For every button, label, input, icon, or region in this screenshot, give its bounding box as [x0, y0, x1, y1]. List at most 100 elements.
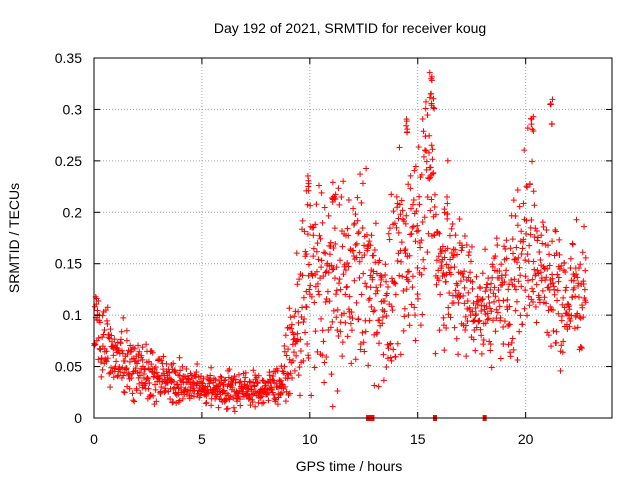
data-point: [462, 313, 469, 320]
data-point: [331, 225, 338, 232]
data-point: [419, 218, 426, 225]
data-point: [530, 127, 537, 134]
data-point: [501, 278, 508, 285]
data-point: [291, 313, 298, 320]
data-point: [555, 274, 562, 281]
data-point: [407, 172, 414, 179]
data-point: [254, 380, 261, 387]
data-point: [283, 352, 290, 359]
data-point: [297, 348, 304, 355]
data-point: [388, 191, 395, 198]
data-point: [231, 408, 238, 415]
data-point: [476, 317, 483, 324]
data-point: [530, 298, 537, 305]
data-point: [511, 276, 518, 283]
data-point: [212, 376, 219, 383]
data-point: [453, 335, 460, 342]
data-point: [387, 354, 394, 361]
data-point: [101, 327, 108, 334]
data-point: [442, 278, 449, 285]
data-point: [418, 237, 425, 244]
data-point: [387, 340, 394, 347]
data-point: [202, 400, 209, 407]
data-point: [293, 352, 300, 359]
data-point: [558, 317, 565, 324]
data-point: [374, 329, 381, 336]
data-point: [420, 256, 427, 263]
data-point: [412, 312, 419, 319]
data-point: [406, 322, 413, 329]
data-point: [382, 272, 389, 279]
data-point: [198, 379, 205, 386]
data-point: [281, 348, 288, 355]
data-point: [416, 193, 423, 200]
data-point: [465, 274, 472, 281]
data-point: [435, 277, 442, 284]
data-point: [577, 344, 584, 351]
y-tick-label: 0: [74, 410, 82, 426]
data-point: [402, 220, 409, 227]
data-point: [486, 338, 493, 345]
data-point: [115, 372, 122, 379]
data-point: [414, 222, 421, 229]
data-point: [294, 330, 301, 337]
data-point: [325, 269, 332, 276]
data-point: [403, 286, 410, 293]
data-point: [455, 351, 462, 358]
data-point: [305, 183, 312, 190]
data-point: [364, 243, 371, 250]
data-point: [512, 286, 519, 293]
data-point: [176, 372, 183, 379]
data-point: [528, 115, 535, 122]
data-point: [341, 310, 348, 317]
data-point: [529, 276, 536, 283]
data-point: [501, 243, 508, 250]
data-point: [437, 291, 444, 298]
data-point: [567, 264, 574, 271]
data-point: [554, 287, 561, 294]
data-point: [496, 268, 503, 275]
data-point: [554, 297, 561, 304]
data-point: [295, 319, 302, 326]
data-point: [197, 392, 204, 399]
y-tick-label: 0.3: [63, 101, 83, 117]
data-point: [407, 231, 414, 238]
data-point: [346, 293, 353, 300]
data-point: [293, 250, 300, 257]
data-point: [361, 348, 368, 355]
data-point: [449, 220, 456, 227]
data-point: [543, 226, 550, 233]
data-point: [431, 191, 438, 198]
data-point: [411, 167, 418, 174]
data-point: [208, 364, 215, 371]
data-point: [428, 196, 435, 203]
data-point: [426, 175, 433, 182]
data-point: [294, 281, 301, 288]
data-point: [446, 290, 453, 297]
data-point: [96, 319, 103, 326]
data-point: [461, 284, 468, 291]
data-point: [97, 346, 104, 353]
data-point: [427, 174, 434, 181]
data-point: [294, 336, 301, 343]
data-point: [473, 311, 480, 318]
data-point: [527, 181, 534, 188]
data-point: [126, 385, 133, 392]
data-point: [290, 331, 297, 338]
data-point: [401, 247, 408, 254]
data-point: [314, 280, 321, 287]
data-point: [443, 325, 450, 332]
data-point: [546, 251, 553, 258]
data-point: [356, 249, 363, 256]
data-point: [383, 312, 390, 319]
data-point: [312, 221, 319, 228]
data-point: [413, 208, 420, 215]
data-point: [316, 291, 323, 298]
data-point: [237, 402, 244, 409]
data-point: [483, 303, 490, 310]
data-point: [300, 357, 307, 364]
data-point: [359, 180, 366, 187]
data-point: [521, 305, 528, 312]
data-point: [208, 402, 215, 409]
data-point: [110, 352, 117, 359]
